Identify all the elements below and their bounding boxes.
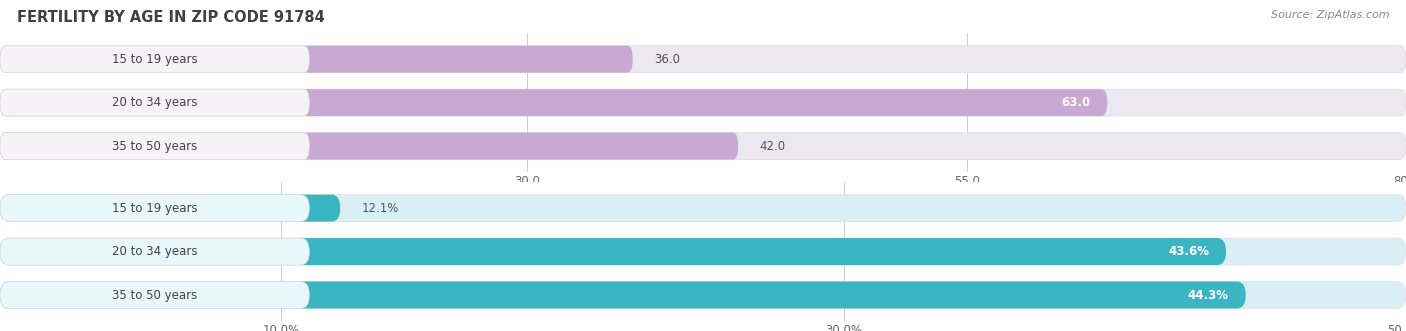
FancyBboxPatch shape bbox=[0, 133, 1406, 160]
FancyBboxPatch shape bbox=[0, 89, 1406, 116]
Text: 35 to 50 years: 35 to 50 years bbox=[112, 289, 197, 302]
Text: 20 to 34 years: 20 to 34 years bbox=[112, 96, 197, 109]
Text: 12.1%: 12.1% bbox=[361, 202, 399, 214]
FancyBboxPatch shape bbox=[0, 282, 1406, 308]
FancyBboxPatch shape bbox=[0, 46, 309, 72]
FancyBboxPatch shape bbox=[0, 133, 309, 160]
Text: 44.3%: 44.3% bbox=[1188, 289, 1229, 302]
FancyBboxPatch shape bbox=[0, 195, 309, 221]
Text: 36.0: 36.0 bbox=[654, 53, 679, 66]
FancyBboxPatch shape bbox=[0, 238, 1226, 265]
Text: 35 to 50 years: 35 to 50 years bbox=[112, 140, 197, 153]
FancyBboxPatch shape bbox=[0, 195, 340, 221]
Text: FERTILITY BY AGE IN ZIP CODE 91784: FERTILITY BY AGE IN ZIP CODE 91784 bbox=[17, 10, 325, 25]
FancyBboxPatch shape bbox=[0, 282, 309, 308]
Text: 20 to 34 years: 20 to 34 years bbox=[112, 245, 197, 258]
FancyBboxPatch shape bbox=[0, 238, 309, 265]
Text: 63.0: 63.0 bbox=[1062, 96, 1091, 109]
FancyBboxPatch shape bbox=[0, 46, 633, 72]
FancyBboxPatch shape bbox=[0, 89, 309, 116]
Text: 43.6%: 43.6% bbox=[1168, 245, 1209, 258]
Text: 15 to 19 years: 15 to 19 years bbox=[112, 53, 197, 66]
Text: 42.0: 42.0 bbox=[759, 140, 786, 153]
FancyBboxPatch shape bbox=[0, 89, 1108, 116]
FancyBboxPatch shape bbox=[0, 238, 1406, 265]
FancyBboxPatch shape bbox=[0, 195, 1406, 221]
FancyBboxPatch shape bbox=[0, 46, 1406, 72]
Text: Source: ZipAtlas.com: Source: ZipAtlas.com bbox=[1271, 10, 1389, 20]
Text: 15 to 19 years: 15 to 19 years bbox=[112, 202, 197, 214]
FancyBboxPatch shape bbox=[0, 282, 1246, 308]
FancyBboxPatch shape bbox=[0, 133, 738, 160]
